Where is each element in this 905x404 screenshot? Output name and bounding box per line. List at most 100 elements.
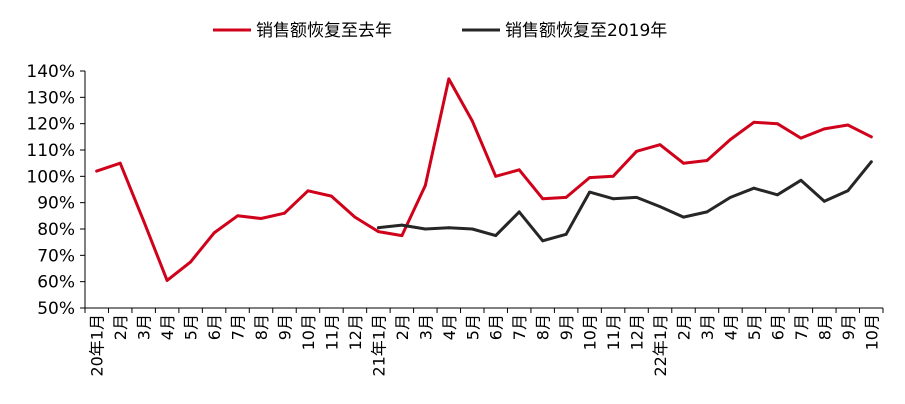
y-tick-label: 90% (37, 194, 75, 214)
data-point-0 (142, 219, 146, 223)
series-line-1 (376, 160, 873, 243)
data-point-1 (611, 197, 615, 201)
y-tick-label: 70% (37, 246, 75, 266)
legend-label-0: 销售额恢复至去年 (256, 21, 392, 41)
data-point-0 (259, 217, 263, 220)
x-tick-label: 7月 (510, 314, 529, 340)
y-tick-label: 50% (37, 299, 75, 319)
y-tick-label: 130% (26, 88, 75, 108)
x-tick-label: 2月 (393, 314, 412, 340)
x-tick-label: 8月 (252, 314, 271, 340)
y-tick-label: 140% (26, 62, 75, 82)
x-tick-label: 5月 (745, 314, 764, 340)
data-point-1 (752, 186, 756, 190)
data-point-0 (658, 143, 662, 147)
x-tick-label: 10月 (862, 314, 881, 350)
data-point-0 (447, 77, 451, 81)
x-tick-label: 8月 (815, 314, 834, 340)
data-point-0 (799, 136, 803, 140)
legend-label-1: 销售额恢复至2019年 (505, 21, 667, 41)
data-point-1 (705, 210, 709, 214)
data-point-0 (118, 161, 122, 165)
x-tick-label: 6月 (768, 314, 787, 340)
data-point-1 (541, 239, 545, 243)
y-tick-label: 80% (37, 220, 75, 240)
x-tick-label: 22年1月 (651, 314, 670, 377)
data-point-0 (611, 174, 615, 178)
x-tick-label: 4月 (158, 314, 177, 340)
x-tick-label: 10月 (581, 314, 600, 350)
data-point-0 (705, 159, 709, 162)
x-tick-label: 12月 (346, 314, 365, 350)
data-point-0 (212, 231, 216, 235)
data-point-0 (400, 234, 404, 238)
data-point-1 (635, 196, 638, 199)
data-point-0 (776, 122, 779, 126)
data-point-0 (95, 169, 99, 173)
x-tick-label: 9月 (557, 314, 576, 340)
x-tick-label: 10月 (299, 314, 318, 350)
data-point-1 (869, 160, 873, 164)
data-point-1 (588, 190, 591, 194)
data-point-1 (423, 227, 427, 231)
x-tick-label: 6月 (487, 314, 506, 340)
y-axis: 50% 60% 70% 80% 90% 100% 110% 120% 130% 140% (26, 62, 86, 319)
x-tick-label: 6月 (205, 314, 224, 340)
data-point-1 (377, 226, 380, 230)
data-point-0 (869, 135, 873, 139)
x-tick-label: 9月 (276, 314, 295, 340)
data-point-0 (494, 174, 498, 178)
data-point-0 (236, 214, 240, 218)
x-tick-label: 7月 (229, 314, 248, 340)
data-point-0 (822, 127, 826, 131)
data-point-1 (470, 227, 474, 231)
x-tick-label: 2月 (675, 314, 694, 340)
x-tick-label: 21年1月 (369, 314, 388, 377)
data-point-0 (517, 168, 521, 172)
x-tick-label: 11月 (322, 314, 341, 350)
data-point-0 (330, 194, 333, 198)
data-point-1 (682, 215, 685, 219)
data-point-1 (822, 199, 826, 203)
x-tick-label: 3月 (698, 314, 717, 340)
x-tick-label: 4月 (721, 314, 740, 340)
data-point-1 (799, 178, 803, 182)
y-tick-label: 100% (26, 167, 75, 187)
data-point-0 (752, 120, 756, 124)
data-point-0 (729, 138, 732, 141)
series-line-0 (95, 77, 873, 282)
data-point-0 (283, 211, 286, 215)
x-tick-label: 3月 (416, 314, 435, 340)
data-point-0 (564, 196, 568, 199)
data-point-0 (682, 161, 685, 165)
data-point-0 (541, 197, 545, 201)
data-point-0 (189, 260, 193, 264)
data-point-1 (729, 196, 732, 199)
data-point-0 (846, 123, 850, 127)
data-point-1 (447, 226, 451, 230)
x-tick-label: 5月 (463, 314, 482, 340)
x-tick-label: 20年1月 (88, 314, 107, 377)
data-point-0 (635, 149, 638, 153)
data-point-0 (306, 189, 310, 193)
x-tick-label: 2月 (111, 314, 130, 340)
data-point-1 (400, 223, 404, 227)
data-point-1 (564, 232, 568, 236)
data-point-1 (846, 189, 850, 193)
x-axis: 20年1月 2月 3月 4月 5月 6月 7月 8月 9月 10月 11月 12月 21年1月 2月 3月 4… (84, 307, 884, 377)
x-tick-label: 8月 (534, 314, 553, 340)
x-tick-label: 9月 (839, 314, 858, 340)
data-point-0 (377, 230, 380, 234)
x-tick-label: 12月 (628, 314, 647, 350)
x-tick-label: 7月 (792, 314, 811, 340)
data-point-1 (517, 210, 521, 214)
data-point-1 (776, 193, 779, 197)
data-point-1 (658, 205, 662, 209)
data-point-0 (165, 279, 169, 282)
y-tick-label: 60% (37, 273, 75, 293)
data-point-0 (588, 176, 591, 180)
y-tick-label: 110% (26, 141, 75, 161)
y-tick-label: 120% (26, 115, 75, 135)
